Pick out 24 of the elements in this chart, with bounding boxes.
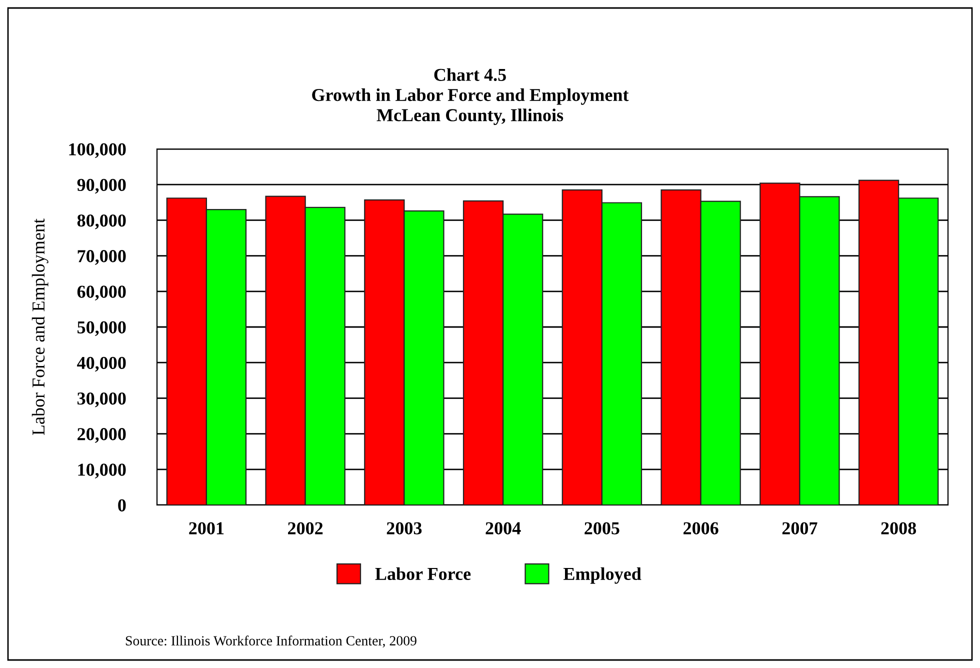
x-tick-label: 2003 [386, 522, 422, 534]
y-tick-label: 90,000 [77, 178, 126, 194]
x-tick-label: 2005 [584, 522, 620, 534]
x-tick-label: 2001 [189, 522, 224, 534]
y-tick-label: 0 [118, 499, 126, 512]
x-tick-label: 2008 [881, 522, 916, 534]
y-tick-label: 50,000 [78, 321, 126, 336]
chart-title: Chart 4.5 Growth in Labor Force and Employment McLean County, Illinois [312, 68, 629, 125]
x-tick-label: 2006 [684, 522, 718, 534]
y-tick-label: 40,000 [77, 356, 126, 372]
x-tick-label: 2007 [782, 522, 818, 534]
y-tick-label: 60,000 [77, 286, 126, 300]
x-tick-label: 2004 [486, 522, 521, 534]
y-tick-label: 100,000 [69, 143, 126, 158]
y-tick-label: 20,000 [78, 428, 126, 443]
y-tick-label: 10,000 [78, 464, 126, 478]
x-tick-label: 2002 [288, 522, 323, 534]
y-tick-label: 30,000 [77, 392, 126, 408]
y-axis-title: Labor Force and Employment [32, 218, 48, 436]
source-note: Source: Illinois Workforce Information Center, 2009 [126, 636, 416, 648]
y-tick-label: 70,000 [78, 250, 126, 265]
legend-label: Employed [563, 567, 642, 584]
legend-label: Labor Force [375, 567, 471, 580]
y-tick-label: 80,000 [77, 214, 126, 230]
